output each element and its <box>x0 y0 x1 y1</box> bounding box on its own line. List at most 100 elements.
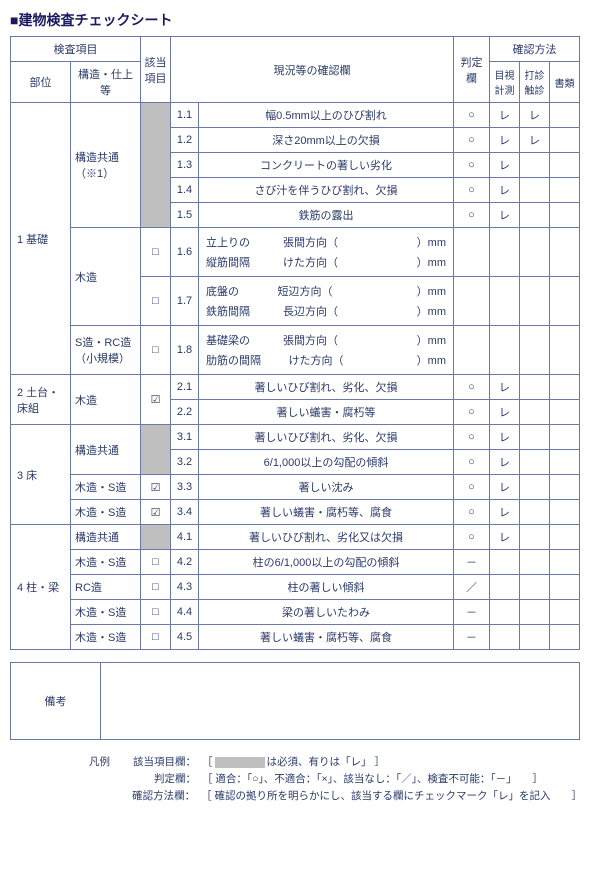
applicable-cell[interactable]: □ <box>141 600 171 625</box>
hdr-judgment: 判定欄 <box>454 37 490 103</box>
tap-cell <box>520 228 550 277</box>
row-number: 3.4 <box>171 500 199 525</box>
description-cell: 基礎梁の張間方向（）mm肋筋の間隔けた方向（）mm <box>199 326 454 375</box>
description-cell: 著しい蟻害・腐朽等 <box>199 400 454 425</box>
row-number: 4.1 <box>171 525 199 550</box>
structure-cell: 構造共通 <box>71 425 141 475</box>
row-number: 3.1 <box>171 425 199 450</box>
row-number: 1.4 <box>171 178 199 203</box>
visual-cell <box>490 550 520 575</box>
applicable-cell[interactable]: ☑ <box>141 500 171 525</box>
structure-cell: 構造共通 <box>71 525 141 550</box>
judgment-cell: ○ <box>454 178 490 203</box>
visual-cell: レ <box>490 203 520 228</box>
doc-cell <box>550 103 580 128</box>
table-row: 4 柱・梁構造共通4.1著しいひび割れ、劣化又は欠損○レ <box>11 525 580 550</box>
table-row: RC造□4.3柱の著しい傾斜／ <box>11 575 580 600</box>
applicable-cell[interactable]: □ <box>141 277 171 326</box>
tap-cell <box>520 500 550 525</box>
judgment-cell: ○ <box>454 375 490 400</box>
row-number: 4.5 <box>171 625 199 650</box>
legend-row3-text: ［ 確認の拠り所を明らかにし、該当する欄にチェックマーク「レ」を記入 ］ <box>201 788 580 805</box>
judgment-cell: ○ <box>454 475 490 500</box>
tap-cell: レ <box>520 103 550 128</box>
tap-cell <box>520 326 550 375</box>
applicable-cell[interactable]: □ <box>141 575 171 600</box>
applicable-cell[interactable]: ☑ <box>141 375 171 425</box>
applicable-cell[interactable]: □ <box>141 625 171 650</box>
applicable-cell[interactable]: □ <box>141 326 171 375</box>
applicable-cell[interactable]: ☑ <box>141 475 171 500</box>
doc-cell <box>550 525 580 550</box>
hdr-document: 書類 <box>550 62 580 103</box>
doc-cell <box>550 600 580 625</box>
hdr-inspection-item: 検査項目 <box>11 37 141 62</box>
remarks-label: 備考 <box>11 663 101 740</box>
part-cell: 3 床 <box>11 425 71 525</box>
legend-row3-label: 確認方法欄： <box>116 788 196 805</box>
legend-row1-label: 該当項目欄： <box>116 754 196 771</box>
table-row: 木造・S造□4.5著しい蟻害・腐朽等、腐食－ <box>11 625 580 650</box>
gray-swatch-icon <box>215 757 265 768</box>
visual-cell: レ <box>490 128 520 153</box>
structure-cell: 木造・S造 <box>71 550 141 575</box>
judgment-cell <box>454 228 490 277</box>
doc-cell <box>550 277 580 326</box>
row-number: 3.2 <box>171 450 199 475</box>
structure-cell: 木造・S造 <box>71 600 141 625</box>
hdr-applicable: 該当 項目 <box>141 37 171 103</box>
legend-row2-text: ［ 適合：「○」、不適合：「×」、該当なし：「／」、検査不可能：「－」 ］ <box>202 771 543 788</box>
doc-cell <box>550 128 580 153</box>
tap-cell <box>520 575 550 600</box>
row-number: 1.3 <box>171 153 199 178</box>
visual-cell: レ <box>490 425 520 450</box>
description-cell: 柱の6/1,000以上の勾配の傾斜 <box>199 550 454 575</box>
row-number: 3.3 <box>171 475 199 500</box>
applicable-cell[interactable] <box>141 103 171 228</box>
part-cell: 4 柱・梁 <box>11 525 71 650</box>
doc-cell <box>550 475 580 500</box>
judgment-cell <box>454 277 490 326</box>
structure-cell: 木造・S造 <box>71 500 141 525</box>
doc-cell <box>550 550 580 575</box>
doc-cell <box>550 500 580 525</box>
visual-cell <box>490 600 520 625</box>
judgment-cell: ○ <box>454 153 490 178</box>
tap-cell <box>520 425 550 450</box>
applicable-cell[interactable] <box>141 525 171 550</box>
tap-cell <box>520 178 550 203</box>
judgment-cell: ○ <box>454 400 490 425</box>
visual-cell <box>490 625 520 650</box>
doc-cell <box>550 228 580 277</box>
legend-title: 凡例 <box>30 754 110 771</box>
inspection-table: 検査項目 該当 項目 現況等の確認欄 判定欄 確認方法 目視 計測 打診 触診 … <box>10 36 580 650</box>
description-cell: 著しい蟻害・腐朽等、腐食 <box>199 500 454 525</box>
row-number: 4.4 <box>171 600 199 625</box>
tap-cell: レ <box>520 128 550 153</box>
judgment-cell: ○ <box>454 500 490 525</box>
table-row: 3 床構造共通3.1著しいひび割れ、劣化、欠損○レ <box>11 425 580 450</box>
hdr-method: 確認方法 <box>490 37 580 62</box>
applicable-cell[interactable]: □ <box>141 228 171 277</box>
description-cell: 6/1,000以上の勾配の傾斜 <box>199 450 454 475</box>
visual-cell: レ <box>490 178 520 203</box>
applicable-cell[interactable]: □ <box>141 550 171 575</box>
doc-cell <box>550 326 580 375</box>
description-cell: 深さ20mm以上の欠損 <box>199 128 454 153</box>
visual-cell: レ <box>490 525 520 550</box>
doc-cell <box>550 153 580 178</box>
judgment-cell: ○ <box>454 525 490 550</box>
remarks-content <box>101 663 580 740</box>
structure-cell: RC造 <box>71 575 141 600</box>
tap-cell <box>520 153 550 178</box>
table-row: 1 基礎構造共通（※1）1.1幅0.5mm以上のひび割れ○レレ <box>11 103 580 128</box>
legend-row1-text: ［は必須、有りは「レ」 ］ <box>202 754 385 771</box>
visual-cell: レ <box>490 153 520 178</box>
tap-cell <box>520 525 550 550</box>
applicable-cell[interactable] <box>141 425 171 475</box>
row-number: 4.3 <box>171 575 199 600</box>
table-row: S造・RC造 （小規模）□1.8基礎梁の張間方向（）mm肋筋の間隔けた方向（）m… <box>11 326 580 375</box>
tap-cell <box>520 400 550 425</box>
description-cell: 著しいひび割れ、劣化、欠損 <box>199 375 454 400</box>
page-title: ■建物検査チェックシート <box>10 10 580 30</box>
